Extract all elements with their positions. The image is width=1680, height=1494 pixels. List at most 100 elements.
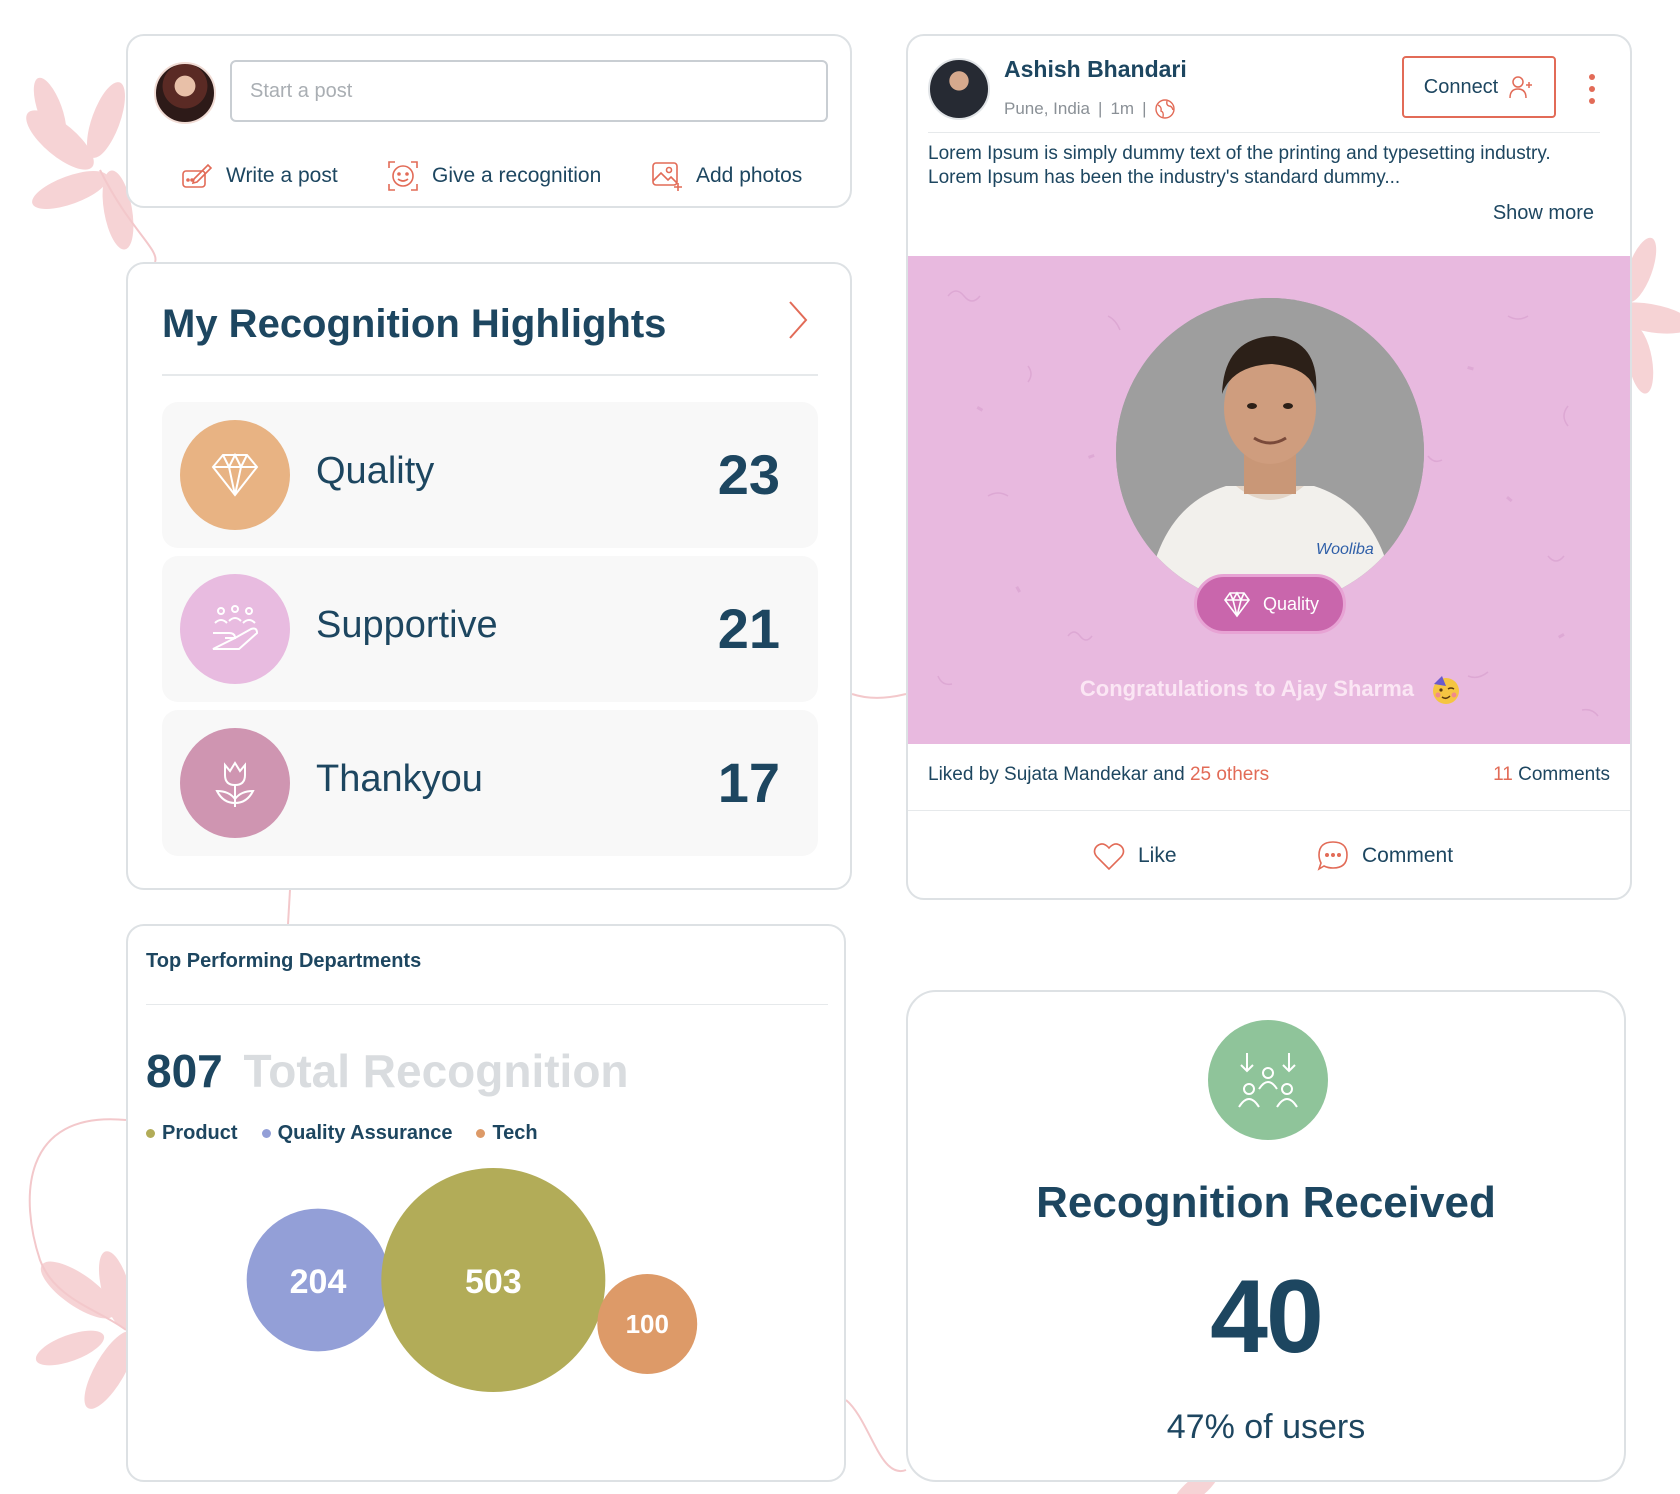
chart-legend: Product Quality Assurance Tech bbox=[146, 1122, 538, 1145]
bubble-value-label: 503 bbox=[465, 1263, 522, 1301]
recognition-icon bbox=[388, 161, 418, 191]
confetti-pattern bbox=[937, 290, 1599, 717]
highlight-count: 23 bbox=[717, 443, 780, 506]
meta-separator: | bbox=[1142, 99, 1147, 118]
recipient-illustration: Wooliba bbox=[1116, 298, 1424, 606]
highlight-label: Supportive bbox=[316, 604, 498, 646]
start-post-input[interactable] bbox=[230, 60, 828, 122]
tulip-icon bbox=[215, 761, 255, 807]
author-location: Pune, India bbox=[1004, 99, 1091, 118]
recipient-photo: Wooliba bbox=[1116, 298, 1424, 606]
like-button[interactable]: Like bbox=[1092, 836, 1177, 876]
liked-by-text: Liked by Sujata Mandekar and bbox=[928, 764, 1185, 785]
author-avatar[interactable] bbox=[928, 58, 990, 120]
highlight-count: 17 bbox=[717, 751, 780, 814]
post-time: 1m bbox=[1110, 99, 1135, 118]
connect-button[interactable]: Connect bbox=[1402, 56, 1556, 118]
add-photos-label: Add photos bbox=[696, 164, 803, 187]
bubble-product[interactable] bbox=[381, 1168, 606, 1392]
legend-dot bbox=[261, 1129, 271, 1138]
add-user-icon bbox=[1509, 76, 1533, 99]
legend-label: Tech bbox=[492, 1122, 538, 1144]
group-recognition-icon bbox=[1238, 1053, 1298, 1108]
highlight-row-quality[interactable]: Quality 23 bbox=[162, 402, 818, 548]
highlight-row-thankyou[interactable]: Thankyou 17 bbox=[162, 710, 818, 856]
highlights-divider bbox=[162, 374, 818, 376]
recognition-received-subtitle: 47% of users bbox=[1166, 1408, 1366, 1446]
globe-icon bbox=[1155, 99, 1176, 119]
recognition-banner: Wooliba Quality Congratulations to Ajay … bbox=[908, 256, 1630, 744]
legend-item-tech: Tech bbox=[476, 1122, 538, 1145]
write-post-button[interactable]: Write a post bbox=[180, 156, 338, 196]
show-more-link[interactable]: Show more bbox=[1492, 202, 1594, 224]
photo-icon bbox=[652, 162, 682, 191]
departments-divider bbox=[146, 1004, 828, 1005]
heart-icon bbox=[1093, 843, 1125, 871]
congratulations-text: Congratulations to Ajay Sharma bbox=[908, 674, 1630, 706]
feed-post-card: Ashish Bhandari Pune, India | 1m | Conne… bbox=[906, 34, 1632, 900]
composer-actions: Write a post Give a recognition Add phot… bbox=[180, 156, 820, 196]
departments-title: Top Performing Departments bbox=[146, 950, 422, 972]
total-recognition: 807 Total Recognition bbox=[146, 1044, 629, 1098]
comments-count: 11 bbox=[1493, 764, 1513, 785]
bubble-tech[interactable] bbox=[597, 1274, 698, 1374]
add-photos-button[interactable]: Add photos bbox=[650, 156, 802, 196]
top-departments-card: Top Performing Departments 807 Total Rec… bbox=[126, 924, 846, 1482]
party-face-emoji-icon bbox=[1433, 676, 1460, 704]
comment-label: Comment bbox=[1362, 844, 1454, 867]
legend-label: Product bbox=[162, 1122, 238, 1144]
bubble-quality-assurance[interactable] bbox=[246, 1208, 390, 1352]
post-actions-divider bbox=[908, 810, 1630, 811]
comment-icon bbox=[1317, 841, 1348, 871]
chevron-right-icon[interactable] bbox=[784, 298, 812, 342]
recognition-highlights-card: My Recognition Highlights Quality 23 Sup… bbox=[126, 262, 852, 890]
highlight-label: Thankyou bbox=[316, 758, 483, 800]
recognition-received-count: 40 bbox=[1210, 1259, 1324, 1375]
highlight-icon-circle bbox=[180, 574, 290, 684]
like-label: Like bbox=[1138, 844, 1177, 867]
bubble-value-label: 100 bbox=[626, 1309, 669, 1339]
comment-button[interactable]: Comment bbox=[1316, 836, 1453, 876]
current-user-avatar[interactable] bbox=[154, 62, 216, 124]
give-recognition-label: Give a recognition bbox=[432, 164, 602, 187]
recognition-received-card: Recognition Received 40 47% of users bbox=[906, 990, 1626, 1482]
highlight-icon-circle bbox=[180, 728, 290, 838]
congratulations-label: Congratulations to Ajay Sharma bbox=[1079, 675, 1414, 701]
legend-dot bbox=[476, 1129, 486, 1138]
connect-label: Connect bbox=[1423, 75, 1499, 98]
legend-item-product: Product bbox=[146, 1122, 238, 1145]
liked-by-others[interactable]: 25 others bbox=[1189, 764, 1270, 785]
helping-hand-icon bbox=[212, 605, 259, 650]
recognition-received-title: Recognition Received bbox=[1036, 1178, 1496, 1227]
highlight-icon-circle bbox=[180, 420, 290, 530]
more-options-icon[interactable] bbox=[1580, 72, 1604, 106]
comments-label: Comments bbox=[1518, 764, 1610, 785]
meta-separator: | bbox=[1098, 99, 1103, 118]
recognition-badge: Quality bbox=[1194, 574, 1346, 634]
author-meta: Pune, India | 1m | bbox=[1004, 98, 1176, 120]
highlight-row-supportive[interactable]: Supportive 21 bbox=[162, 556, 818, 702]
diamond-icon bbox=[211, 452, 259, 497]
write-post-label: Write a post bbox=[226, 164, 338, 187]
comments-summary[interactable]: 11 Comments bbox=[1493, 764, 1610, 786]
post-header-divider bbox=[928, 132, 1600, 133]
legend-dot bbox=[146, 1129, 155, 1138]
legend-item-quality-assurance: Quality Assurance bbox=[261, 1122, 453, 1145]
highlights-title: My Recognition Highlights bbox=[162, 302, 667, 346]
bubble-value-label: 204 bbox=[290, 1263, 347, 1301]
legend-label: Quality Assurance bbox=[277, 1122, 453, 1144]
recognition-received-icon-circle bbox=[1208, 1020, 1328, 1140]
post-composer-card: Write a post Give a recognition Add phot… bbox=[126, 34, 852, 208]
highlight-label: Quality bbox=[316, 450, 435, 492]
total-recognition-count: 807 bbox=[146, 1045, 223, 1097]
give-recognition-button[interactable]: Give a recognition bbox=[386, 156, 601, 196]
post-body-text: Lorem Ipsum is simply dummy text of the … bbox=[928, 143, 1551, 188]
highlight-count: 21 bbox=[717, 597, 780, 660]
write-icon bbox=[182, 163, 213, 188]
likes-summary[interactable]: Liked by Sujata Mandekar and 25 others bbox=[928, 764, 1269, 786]
departments-bubble-chart: 204 503 100 bbox=[246, 1168, 698, 1392]
total-recognition-label: Total Recognition bbox=[243, 1045, 629, 1097]
diamond-icon bbox=[1223, 591, 1250, 618]
author-name[interactable]: Ashish Bhandari bbox=[1004, 56, 1187, 82]
badge-label: Quality bbox=[1262, 593, 1320, 614]
